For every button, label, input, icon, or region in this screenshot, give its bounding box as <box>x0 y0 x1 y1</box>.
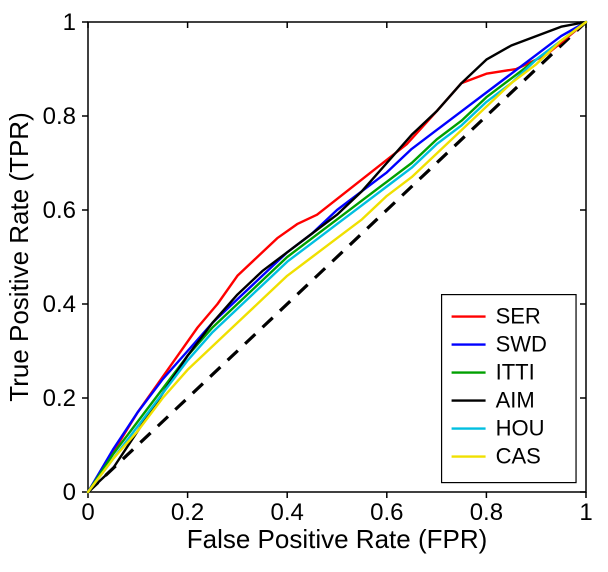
y-tick-label: 0.4 <box>43 291 76 318</box>
x-axis-label: False Positive Rate (FPR) <box>187 524 488 554</box>
x-tick-label: 0.6 <box>370 499 403 526</box>
x-tick-label: 0 <box>81 499 94 526</box>
legend-label-itti: ITTI <box>496 360 535 385</box>
x-tick-label: 0.8 <box>470 499 503 526</box>
legend-label-ser: SER <box>496 304 541 329</box>
y-tick-label: 0.2 <box>43 385 76 412</box>
y-tick-label: 0 <box>63 479 76 506</box>
chart-svg: 0 0.2 0.4 0.6 0.8 1 0 0.2 0.4 0.6 0.8 1 False Positi… <box>0 0 608 572</box>
legend-label-hou: HOU <box>496 416 545 441</box>
legend-label-aim: AIM <box>496 388 535 413</box>
x-tick-label: 0.2 <box>171 499 204 526</box>
y-tick-label: 1 <box>63 9 76 36</box>
legend-label-cas: CAS <box>496 444 541 469</box>
legend: SER SWD ITTI AIM HOU CAS <box>442 295 576 483</box>
y-tick-label: 0.6 <box>43 197 76 224</box>
y-tick-label: 0.8 <box>43 103 76 130</box>
x-tick-label: 0.4 <box>271 499 304 526</box>
roc-chart: 0 0.2 0.4 0.6 0.8 1 0 0.2 0.4 0.6 0.8 1 False Positi… <box>0 0 608 572</box>
x-tick-label: 1 <box>579 499 592 526</box>
legend-label-swd: SWD <box>496 332 547 357</box>
y-axis-label: True Positive Rate (TPR) <box>4 112 34 401</box>
